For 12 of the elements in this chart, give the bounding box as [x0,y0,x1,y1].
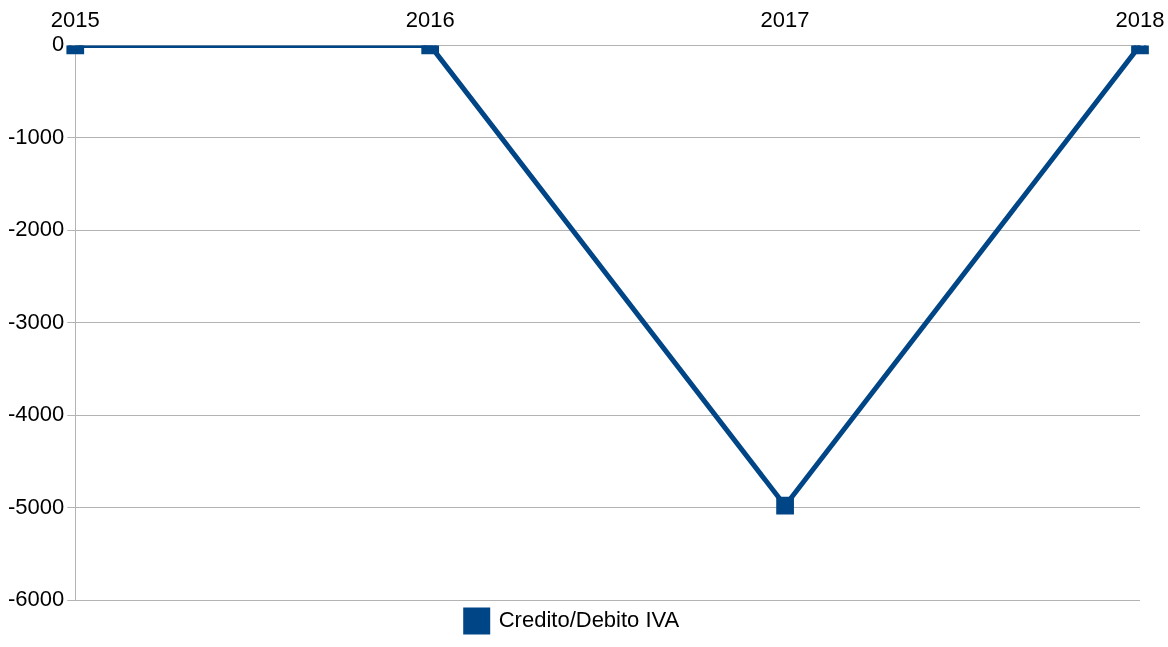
y-tick-label: -5000 [7,493,65,519]
x-tick-label: 2015 [50,7,100,33]
y-tick-label: -2000 [7,216,65,242]
x-tick-label: 2017 [760,7,810,33]
y-tick-label: -1000 [7,123,65,149]
x-tick-label: 2018 [1115,7,1165,33]
legend-label: Credito/Debito IVA [498,607,680,633]
y-tick-label: -6000 [7,586,65,612]
x-tick-label: 2016 [405,7,455,33]
y-tick-label: -3000 [7,308,65,334]
y-tick-label: 0 [52,31,65,57]
y-tick-label: -4000 [7,401,65,427]
